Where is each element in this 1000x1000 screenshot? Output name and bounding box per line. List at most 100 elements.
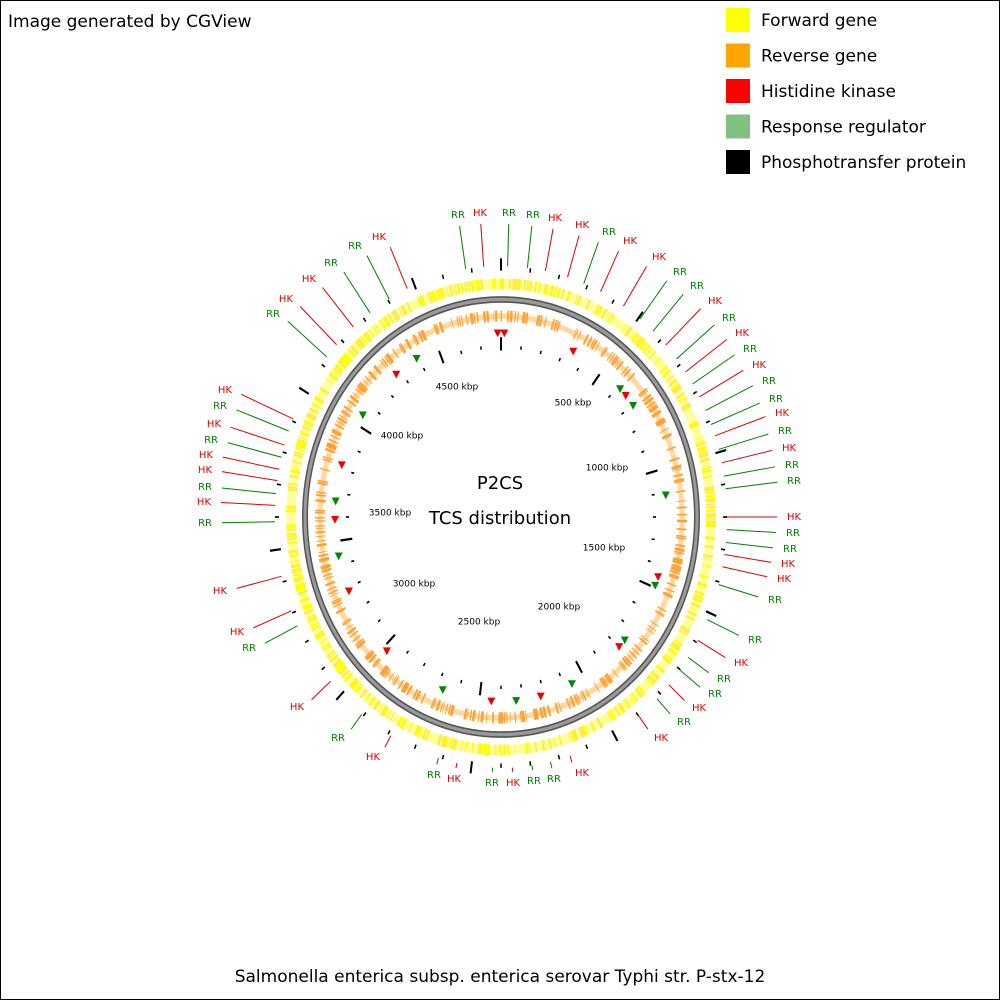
gene-block <box>381 357 389 368</box>
callout-line <box>699 369 744 398</box>
gene-block <box>477 710 480 723</box>
callout-label: HK <box>506 778 521 789</box>
gene-block <box>697 581 708 587</box>
gene-block <box>335 363 344 373</box>
gene-block <box>555 702 560 714</box>
gene-block <box>373 365 382 376</box>
gene-block <box>673 474 684 478</box>
inner-tick <box>575 660 583 674</box>
outer-tick <box>291 420 297 424</box>
gene-block <box>572 328 577 339</box>
gene-block <box>674 547 685 551</box>
gene-block <box>501 744 503 756</box>
callout-label: RR <box>786 528 800 539</box>
outer-tick <box>715 448 727 455</box>
gene-block <box>602 676 609 686</box>
gene-block <box>673 552 684 556</box>
tcs-marker <box>616 385 625 394</box>
gene-block <box>579 691 585 702</box>
gene-block <box>526 280 529 292</box>
gene-block <box>480 279 484 291</box>
inner-tick <box>390 394 395 399</box>
gene-block <box>514 743 516 756</box>
gene-block <box>699 574 709 579</box>
gene-block <box>311 623 321 632</box>
gene-block <box>371 325 379 336</box>
gene-block <box>670 568 681 573</box>
callout-line <box>665 308 702 346</box>
tcs-marker <box>331 497 340 506</box>
gene-block <box>609 708 617 720</box>
gene-block <box>391 310 399 322</box>
gene-block <box>393 309 400 321</box>
gene-block <box>352 634 361 643</box>
gene-block <box>388 313 395 324</box>
gene-block <box>575 693 581 705</box>
callout-line <box>721 449 773 464</box>
gene-block <box>705 506 716 509</box>
inner-tick <box>377 411 381 415</box>
gene-block <box>622 699 630 709</box>
gene-block <box>584 688 590 699</box>
gene-block <box>676 506 687 509</box>
gene-block <box>475 279 479 292</box>
gene-block <box>401 718 408 730</box>
inner-tick <box>592 650 596 655</box>
gene-block <box>574 694 580 705</box>
gene-block <box>355 340 364 350</box>
callout-label: RR <box>677 717 691 728</box>
gene-block <box>358 383 367 392</box>
gene-block <box>634 688 643 699</box>
callout-line <box>668 684 685 701</box>
gene-block <box>315 535 326 538</box>
gene-block <box>493 278 495 290</box>
gene-block <box>407 722 413 733</box>
callout-label: RR <box>451 210 465 221</box>
tcs-marker <box>651 581 660 590</box>
gene-block <box>401 682 409 693</box>
gene-block <box>628 694 636 705</box>
gene-block <box>374 364 382 375</box>
callout-line <box>724 554 772 563</box>
callout-label: RR <box>198 518 212 529</box>
gene-block <box>695 439 705 445</box>
gene-block <box>298 436 309 441</box>
gene-block <box>637 338 645 348</box>
gene-block <box>496 310 498 322</box>
gene-block <box>415 725 421 737</box>
gene-block <box>338 666 348 676</box>
tcs-marker <box>512 697 521 705</box>
gene-block <box>702 474 713 478</box>
gene-block <box>694 436 704 441</box>
gene-block <box>579 726 586 738</box>
gene-block <box>696 445 707 450</box>
gene-block <box>514 311 517 323</box>
gene-block <box>297 589 308 596</box>
gene-block <box>452 738 457 750</box>
legend-swatch <box>726 114 750 139</box>
gene-block <box>412 688 419 700</box>
callout-line <box>480 224 485 267</box>
gene-block <box>356 639 365 649</box>
gene-block <box>392 348 400 359</box>
gene-block <box>524 279 527 292</box>
gene-block <box>573 328 579 340</box>
gene-block <box>557 287 562 299</box>
gene-block <box>593 304 600 315</box>
gene-block <box>342 618 352 626</box>
gene-block <box>315 499 326 502</box>
callout-line <box>656 698 671 715</box>
gene-block <box>368 696 377 707</box>
gene-block <box>311 402 322 410</box>
gene-block <box>330 655 339 663</box>
outer-tick <box>304 639 310 644</box>
outer-tick <box>635 711 640 717</box>
tcs-marker <box>629 402 638 410</box>
inner-tick <box>406 650 410 655</box>
legend-swatch <box>726 43 750 68</box>
gene-block <box>287 488 298 491</box>
gene-block <box>657 606 667 613</box>
gene-block <box>356 385 366 394</box>
gene-block <box>636 687 644 697</box>
